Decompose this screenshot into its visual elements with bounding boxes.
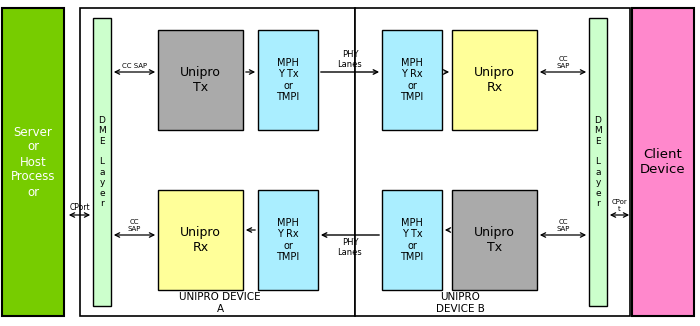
Text: CC
SAP: CC SAP xyxy=(128,219,141,232)
Text: MPH
Y Tx
or
TMPI: MPH Y Tx or TMPI xyxy=(276,58,300,102)
Text: Unipro
Rx: Unipro Rx xyxy=(180,226,221,254)
Bar xyxy=(80,8,355,316)
Text: Unipro
Rx: Unipro Rx xyxy=(474,66,515,94)
Bar xyxy=(589,18,607,306)
Text: Unipro
Tx: Unipro Tx xyxy=(474,226,515,254)
Text: CC SAP: CC SAP xyxy=(122,63,147,69)
Text: CPor
t: CPor t xyxy=(612,199,627,212)
Text: Unipro
Tx: Unipro Tx xyxy=(180,66,221,94)
Bar xyxy=(258,30,318,130)
Bar xyxy=(355,8,630,316)
Text: Server
or
Host
Process
or: Server or Host Process or xyxy=(10,126,55,199)
Text: PHY
Lanes: PHY Lanes xyxy=(337,238,363,258)
Bar xyxy=(452,190,537,290)
Text: D
M
E
 
L
a
y
e
r: D M E L a y e r xyxy=(594,116,602,208)
Text: MPH
Y Rx
or
TMPI: MPH Y Rx or TMPI xyxy=(400,58,424,102)
Text: CC
SAP: CC SAP xyxy=(556,219,570,232)
Bar xyxy=(2,8,64,316)
Text: MPH
Y Rx
or
TMPI: MPH Y Rx or TMPI xyxy=(276,217,300,262)
Text: CC
SAP: CC SAP xyxy=(556,56,570,69)
Text: UNIPRO
DEVICE B: UNIPRO DEVICE B xyxy=(435,292,484,314)
Bar xyxy=(382,30,442,130)
Text: PHY
Lanes: PHY Lanes xyxy=(337,50,363,69)
Bar xyxy=(382,190,442,290)
Text: Client
Device: Client Device xyxy=(640,148,686,176)
Text: CPort: CPort xyxy=(69,203,90,212)
Text: MPH
Y Tx
or
TMPI: MPH Y Tx or TMPI xyxy=(400,217,424,262)
Bar xyxy=(93,18,111,306)
Bar xyxy=(452,30,537,130)
Text: UNIPRO DEVICE
A: UNIPRO DEVICE A xyxy=(179,292,261,314)
Bar xyxy=(158,30,243,130)
Bar xyxy=(158,190,243,290)
Text: D
M
E
 
L
a
y
e
r: D M E L a y e r xyxy=(98,116,106,208)
Bar xyxy=(258,190,318,290)
Bar xyxy=(632,8,694,316)
